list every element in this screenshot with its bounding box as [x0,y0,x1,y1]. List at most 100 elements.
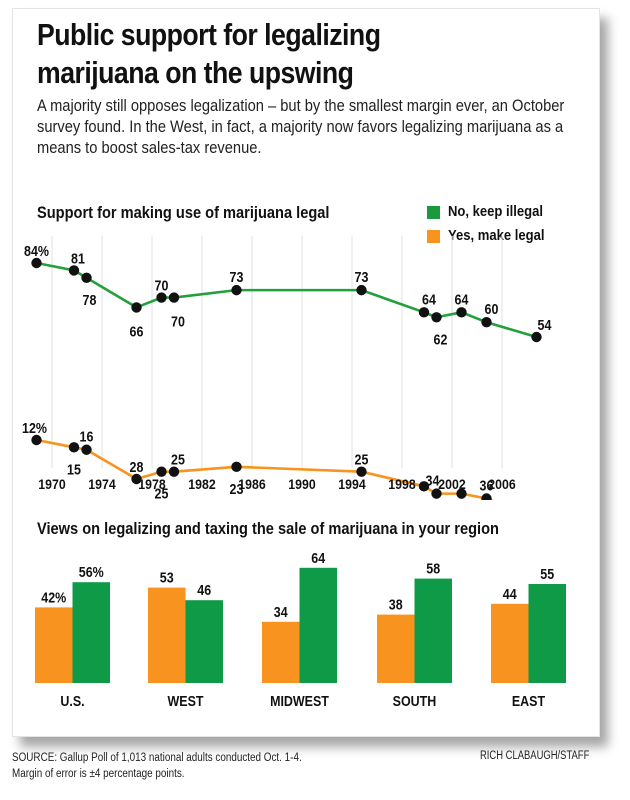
x-tick-label: 2002 [438,476,465,492]
category-label: EAST [512,693,546,709]
legend-swatch-orange [427,229,440,243]
data-label: 73 [355,269,369,285]
data-point [481,317,492,328]
category-label: MIDWEST [270,693,330,709]
legend-item-no: No, keep illegal [427,200,555,224]
data-point [356,284,367,296]
data-point [418,481,430,492]
data-point [168,466,180,477]
data-point [356,466,367,477]
data-point [531,331,542,343]
data-point [431,488,442,499]
subtitle: A majority still opposes legalization – … [37,97,565,157]
page-title: Public support for legalizing marijuana … [37,17,381,90]
data-point [31,434,42,446]
bar-value-label: 58 [426,561,440,577]
bar-chart-title: Views on legalizing and taxing the sale … [37,519,499,538]
bar-value-label: 53 [160,570,174,586]
credit: RICH CLABAUGH/STAFF [480,750,590,762]
data-point [131,473,142,485]
bar-yes [491,603,529,683]
bar-no [414,578,452,683]
x-tick-label: 1990 [288,476,315,492]
data-point [418,307,430,318]
legend-item-yes: Yes, make legal [427,224,555,248]
data-label: 64 [422,291,436,307]
line-chart: 84% 81 78 66 70 70 73 73 64 62 64 60 54 12% 15 16 28 25 25… [22,236,552,500]
data-label: 12% [22,420,47,436]
bar-no [299,567,337,683]
x-tick-label: 1978 [138,476,165,492]
data-label: 25 [355,452,369,468]
x-tick-label: 2006 [488,476,515,492]
bar-value-label: 44 [503,586,517,602]
x-tick-label: 1970 [38,476,65,492]
bar-value-label: 34 [274,604,288,620]
data-label: 25 [171,452,185,468]
category-label: U.S. [60,693,84,709]
data-point [68,442,80,453]
x-tick-label: 1974 [88,476,116,492]
data-label: 25 [155,486,169,500]
data-label: 60 [485,301,499,317]
data-label: 66 [130,324,144,340]
x-tick-label: 1994 [338,476,366,492]
data-point [481,493,492,500]
data-point [431,312,442,323]
x-tick-label: 1986 [238,476,265,492]
data-label: 54 [538,317,552,333]
data-point [81,272,92,283]
data-point [131,302,142,313]
bar-yes [35,607,73,683]
bar-no [528,584,566,683]
bar-chart: 42% 56% 53 46 34 64 38 58 44 55 U.S. WEST MIDWEST SO… [35,550,566,709]
category-label: SOUTH [393,693,437,709]
data-point [68,265,80,276]
data-label: 62 [434,331,448,347]
data-point [456,488,467,499]
bar-yes [148,587,186,683]
data-label: 16 [80,429,94,445]
line-chart-title: Support for making use of marijuana lega… [37,203,330,222]
data-label: 81 [71,251,85,267]
legend-label-yes: Yes, make legal [448,228,545,244]
data-point [156,466,167,477]
data-label: 23 [230,481,244,497]
data-point [231,461,242,473]
data-label: 28 [130,459,144,475]
source-note: SOURCE: Gallup Poll of 1,013 national ad… [12,750,302,782]
x-tick-label: 1982 [188,476,215,492]
data-label: 15 [67,461,81,477]
x-tick-label: 1998 [388,476,415,492]
data-point [31,257,42,269]
data-point [81,444,92,455]
bar-value-label: 56% [79,564,104,580]
data-label: 34 [426,473,440,489]
data-point [156,292,167,303]
bar-value-label: 42% [41,590,66,606]
data-point [456,307,467,318]
legend-label-no: No, keep illegal [448,204,544,220]
data-label: 70 [171,314,185,330]
bar-no [72,582,110,683]
data-label: 70 [155,278,169,294]
data-label: 78 [83,292,97,308]
data-label: 64 [455,291,469,307]
data-label: 36 [480,478,494,494]
data-point [231,284,242,296]
bar-value-label: 38 [389,597,403,613]
data-label: 84% [24,243,49,259]
bar-no [185,600,223,683]
bar-yes [377,614,415,683]
source-line-2: Margin of error is ±4 percentage points. [12,768,185,780]
bar-value-label: 64 [311,550,325,566]
bar-value-label: 46 [197,582,211,598]
source-line-1: SOURCE: Gallup Poll of 1,013 national ad… [12,752,302,764]
data-label: 73 [230,269,244,285]
bar-value-label: 55 [540,566,554,582]
bar-yes [262,621,300,683]
legend: No, keep illegal Yes, make legal [427,200,555,248]
category-label: WEST [167,693,204,709]
data-point [168,292,180,303]
legend-swatch-green [427,205,440,219]
